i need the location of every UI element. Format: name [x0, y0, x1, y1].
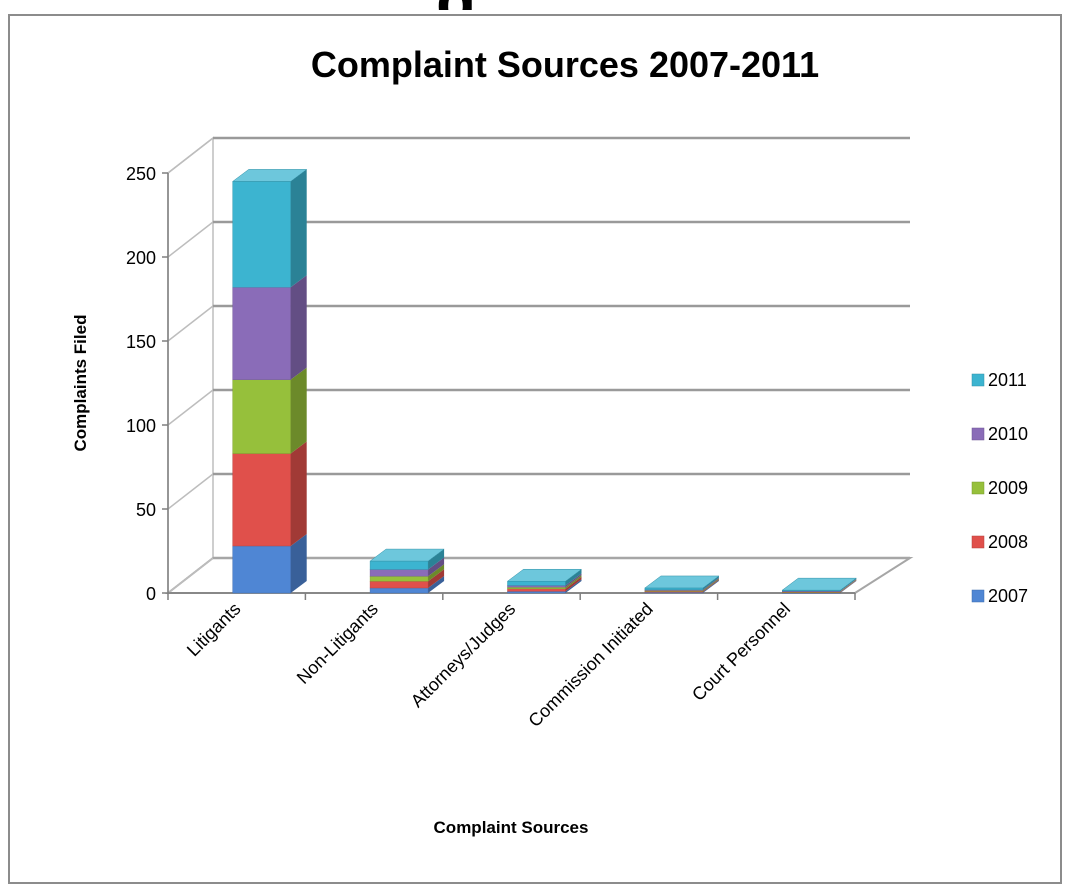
bar-segment	[233, 546, 291, 593]
y-axis-title: Complaints Filed	[71, 315, 90, 452]
legend-swatch	[972, 374, 984, 386]
bar-segment	[370, 581, 428, 588]
y-tick-label: 200	[126, 248, 156, 268]
bar-stack	[233, 169, 307, 593]
legend-swatch	[972, 482, 984, 494]
bar-segment	[508, 585, 566, 587]
bar-segment	[508, 581, 566, 585]
x-axis-title: Complaint Sources	[434, 818, 589, 837]
bar-segment-side	[291, 275, 307, 379]
bar-segment	[233, 454, 291, 546]
y-tick-label: 100	[126, 416, 156, 436]
bar-segment	[233, 181, 291, 287]
bar-segment	[233, 287, 291, 379]
bar-segment-side	[291, 368, 307, 454]
chart-title: Complaint Sources 2007-2011	[311, 44, 819, 85]
bar-segment	[370, 588, 428, 593]
bar-segment	[645, 588, 703, 590]
bar-segment-side	[291, 169, 307, 287]
legend-label: 2011	[988, 370, 1027, 390]
legend: 2011 2010 2009 2008 2007	[972, 370, 1028, 606]
bar-segment	[233, 380, 291, 454]
legend-label: 2008	[988, 532, 1028, 552]
bar-segment	[370, 569, 428, 576]
legend-label: 2007	[988, 586, 1028, 606]
bar-stack	[370, 549, 444, 593]
legend-label: 2009	[988, 478, 1028, 498]
y-tick-label: 250	[126, 164, 156, 184]
x-tick-label: Commission Initiated	[524, 599, 656, 731]
y-axis: 0 50 100 150 200 250	[126, 164, 168, 604]
legend-swatch	[972, 590, 984, 602]
x-tick-label: Litigants	[183, 599, 245, 661]
legend-swatch	[972, 536, 984, 548]
x-axis: Litigants Non-Litigants Attorneys/Judges Co…	[168, 593, 855, 731]
x-tick-label: Attorneys/Judges	[407, 599, 519, 711]
x-tick-label: Non-Litigants	[293, 599, 382, 688]
bar-segment	[508, 591, 566, 593]
bar-segment-side	[291, 442, 307, 546]
side-wall	[168, 138, 213, 593]
bar-segment	[370, 576, 428, 581]
bar-segment	[508, 587, 566, 589]
y-tick-label: 0	[146, 584, 156, 604]
y-tick-label: 150	[126, 332, 156, 352]
bar-segment	[370, 561, 428, 569]
legend-swatch	[972, 428, 984, 440]
y-tick-label: 50	[136, 500, 156, 520]
bars	[233, 169, 857, 593]
x-tick-label: Court Personnel	[688, 599, 794, 705]
bar-segment	[508, 589, 566, 592]
legend-label: 2010	[988, 424, 1028, 444]
